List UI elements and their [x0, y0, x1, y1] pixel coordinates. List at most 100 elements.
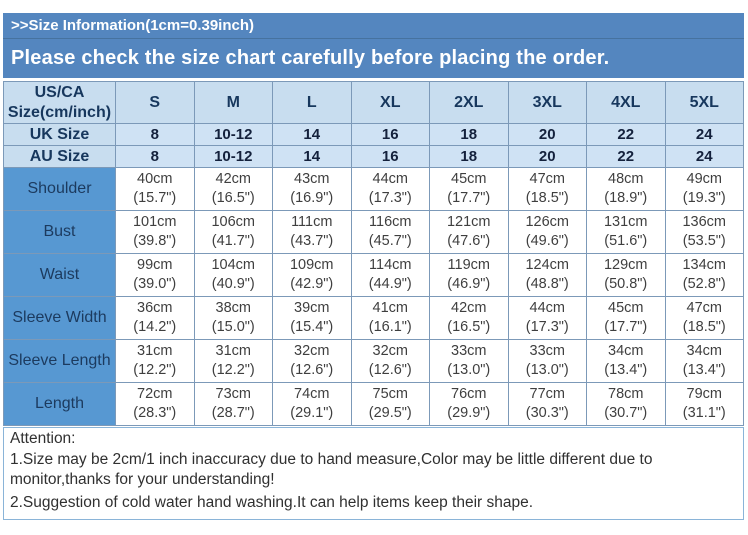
inch-value: (29.9") — [447, 405, 491, 421]
uk-size-cell: 22 — [586, 123, 666, 146]
cm-value: 38cm — [215, 300, 251, 316]
inch-value: (15.4") — [290, 319, 334, 335]
cm-value: 78cm — [608, 386, 644, 402]
inch-value: (30.3") — [525, 405, 569, 421]
uk-size-cell: 20 — [507, 123, 587, 146]
inch-value: (16.5") — [447, 319, 491, 335]
cm-value: 104cm — [211, 257, 256, 273]
cm-value: 34cm — [686, 343, 722, 359]
inch-value: (52.8") — [682, 276, 726, 292]
au-size-cell: 16 — [350, 145, 430, 168]
cm-value: 131cm — [603, 214, 648, 230]
cm-value: 49cm — [686, 171, 722, 187]
cm-value: 77cm — [529, 386, 565, 402]
measurement-cell: 116cm (45.7") — [350, 210, 430, 254]
inch-value: (28.3") — [133, 405, 177, 421]
attention-note-2: 2.Suggestion of cold water hand washing.… — [10, 493, 534, 511]
inch-value: (18.5") — [682, 319, 726, 335]
measurement-cell: 119cm (46.9") — [429, 253, 509, 297]
inch-value: (17.3") — [525, 319, 569, 335]
sleeve-length-row: Sleeve Length 31cm (12.2") 31cm (12.2") 32… — [3, 339, 744, 383]
inch-value: (46.9") — [447, 276, 491, 292]
cm-value: 42cm — [215, 171, 251, 187]
measurement-cell: 49cm (19.3") — [664, 167, 744, 211]
cm-value: 45cm — [451, 171, 487, 187]
measurement-cell: 31cm (12.2") — [115, 339, 195, 383]
size-header-row: US/CA Size(cm/inch) S M L XL 2XL 3XL 4XL… — [3, 81, 744, 124]
measurement-cell: 129cm (50.8") — [586, 253, 666, 297]
cm-value: 109cm — [289, 257, 334, 273]
inch-value: (41.7") — [211, 233, 255, 249]
uk-size-row: UK Size 8 10-12 14 16 18 20 22 24 — [3, 123, 744, 146]
measurement-cell: 36cm (14.2") — [115, 296, 195, 340]
measurement-cell: 32cm (12.6") — [272, 339, 352, 383]
inch-value: (15.7") — [133, 190, 177, 206]
measurement-cell: 114cm (44.9") — [350, 253, 430, 297]
inch-value: (29.1") — [290, 405, 334, 421]
measurement-cell: 39cm (15.4") — [272, 296, 352, 340]
inch-value: (50.8") — [604, 276, 648, 292]
measurement-cell: 124cm (48.8") — [507, 253, 587, 297]
au-size-cell: 18 — [429, 145, 509, 168]
measurement-cell: 73cm (28.7") — [193, 382, 273, 426]
cm-value: 47cm — [686, 300, 722, 316]
au-size-row: AU Size 8 10-12 14 16 18 20 22 24 — [3, 145, 744, 168]
au-size-cell: 22 — [586, 145, 666, 168]
cm-value: 45cm — [608, 300, 644, 316]
measurement-cell: 77cm (30.3") — [507, 382, 587, 426]
measurement-cell: 47cm (18.5") — [507, 167, 587, 211]
inch-value: (17.3") — [368, 190, 412, 206]
cm-value: 48cm — [608, 171, 644, 187]
measurement-cell: 136cm (53.5") — [664, 210, 744, 254]
size-col-header-l: L — [272, 81, 352, 124]
cm-value: 72cm — [137, 386, 173, 402]
cm-value: 73cm — [215, 386, 251, 402]
cm-value: 32cm — [372, 343, 408, 359]
measurement-cell: 109cm (42.9") — [272, 253, 352, 297]
inch-value: (18.9") — [604, 190, 648, 206]
measurement-cell: 75cm (29.5") — [350, 382, 430, 426]
cm-value: 75cm — [372, 386, 408, 402]
inch-value: (31.1") — [682, 405, 726, 421]
measurement-cell: 106cm (41.7") — [193, 210, 273, 254]
cm-value: 33cm — [529, 343, 565, 359]
cm-value: 119cm — [447, 257, 490, 273]
measurement-cell: 78cm (30.7") — [586, 382, 666, 426]
cm-value: 41cm — [372, 300, 408, 316]
cm-value: 136cm — [682, 214, 727, 230]
measurement-cell: 72cm (28.3") — [115, 382, 195, 426]
au-size-cell: 10-12 — [193, 145, 273, 168]
au-row-label: AU Size — [3, 145, 116, 168]
au-size-cell: 24 — [664, 145, 744, 168]
inch-value: (42.9") — [290, 276, 334, 292]
measurement-cell: 32cm (12.6") — [350, 339, 430, 383]
cm-value: 134cm — [682, 257, 727, 273]
inch-value: (14.2") — [133, 319, 177, 335]
inch-value: (16.1") — [368, 319, 412, 335]
cm-value: 126cm — [525, 214, 570, 230]
measurement-cell: 42cm (16.5") — [193, 167, 273, 211]
inch-value: (19.3") — [682, 190, 726, 206]
measurement-cell: 111cm (43.7") — [272, 210, 352, 254]
inch-value: (12.2") — [133, 362, 177, 378]
corner-header-line2: Size(cm/inch) — [7, 103, 112, 121]
length-row: Length 72cm (28.3") 73cm (28.7") 74cm (29.1… — [3, 382, 744, 426]
shoulder-row-label: Shoulder — [3, 167, 116, 211]
inch-value: (17.7") — [604, 319, 648, 335]
notice-text: Please check the size chart carefully be… — [11, 47, 610, 69]
cm-value: 79cm — [686, 386, 722, 402]
cm-value: 32cm — [294, 343, 330, 359]
inch-value: (51.6") — [604, 233, 648, 249]
size-table: US/CA Size(cm/inch) S M L XL 2XL 3XL 4XL… — [3, 81, 744, 426]
inch-value: (13.4") — [682, 362, 726, 378]
attention-note-1: 1.Size may be 2cm/1 inch inaccuracy due … — [10, 450, 653, 489]
cm-value: 36cm — [137, 300, 173, 316]
inch-value: (16.5") — [211, 190, 255, 206]
cm-value: 40cm — [137, 171, 173, 187]
measurement-cell: 47cm (18.5") — [664, 296, 744, 340]
uk-size-cell: 14 — [272, 123, 352, 146]
cm-value: 76cm — [451, 386, 487, 402]
measurement-cell: 99cm (39.0") — [115, 253, 195, 297]
measurement-cell: 131cm (51.6") — [586, 210, 666, 254]
waist-row: Waist 99cm (39.0") 104cm (40.9") 109cm (42.… — [3, 253, 744, 297]
